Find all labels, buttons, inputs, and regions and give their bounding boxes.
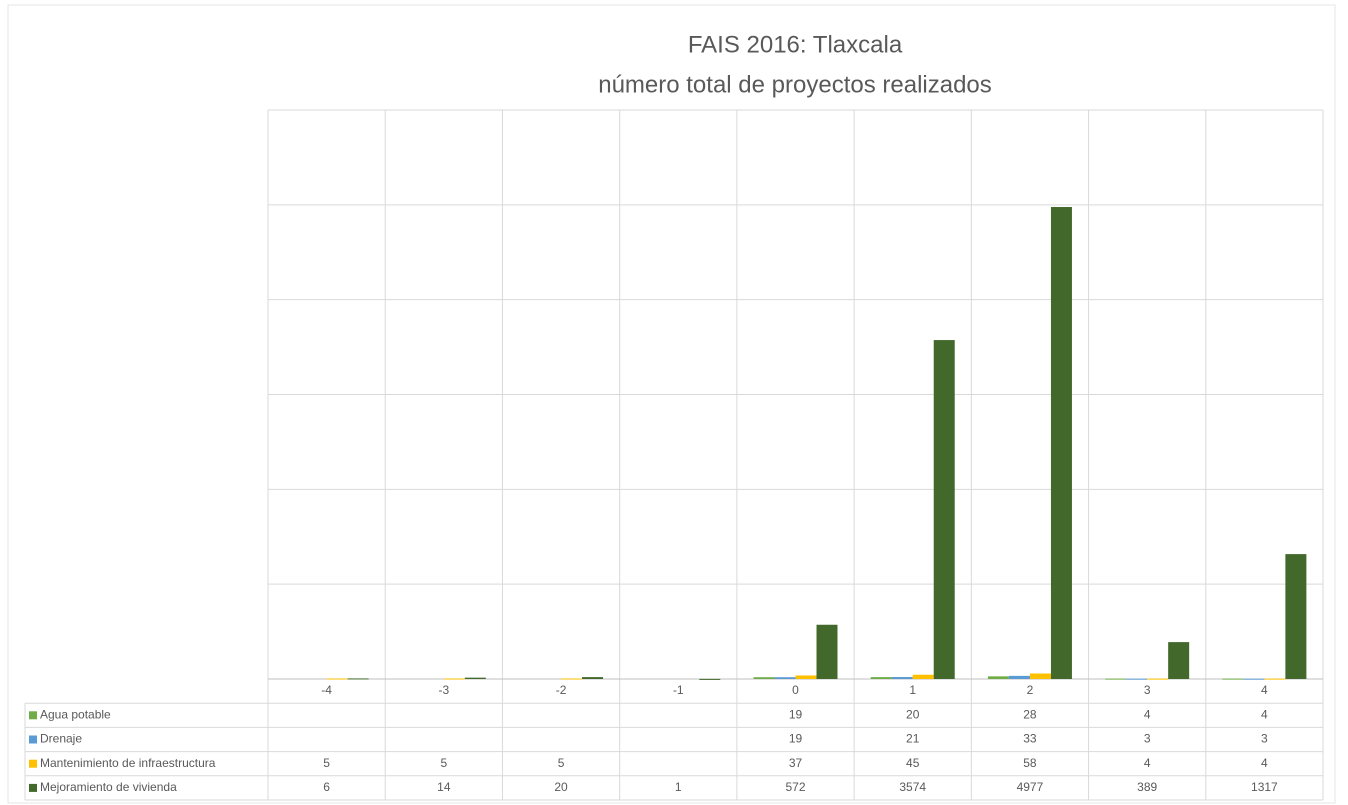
legend-key	[29, 735, 37, 744]
table-value: 5	[558, 756, 565, 770]
table-value: 58	[1023, 756, 1037, 770]
bar	[753, 677, 775, 679]
table-value: 33	[1023, 732, 1037, 746]
table-value: 19	[789, 707, 803, 721]
bar	[891, 677, 913, 679]
bar	[1105, 678, 1127, 680]
legend-key	[29, 783, 37, 792]
table-value: 3	[1144, 732, 1151, 746]
legend-label: Mejoramiento de vivienda	[40, 780, 177, 794]
bar	[1147, 678, 1169, 680]
x-tick-label: 3	[1144, 683, 1151, 697]
x-tick-label: -4	[321, 683, 332, 697]
table-value: 3574	[899, 780, 926, 794]
legend-key	[29, 759, 37, 768]
bar	[912, 674, 934, 679]
table-value: 19	[789, 732, 803, 746]
bar	[699, 678, 721, 680]
bar	[464, 677, 486, 679]
table-value: 5	[323, 756, 330, 770]
bar	[1243, 678, 1265, 680]
x-tick-label: -1	[673, 683, 684, 697]
chart-subtitle: número total de proyectos realizados	[598, 71, 992, 98]
table-value: 37	[789, 756, 803, 770]
bar	[795, 675, 817, 679]
bar	[774, 677, 796, 679]
x-tick-label: -3	[438, 683, 449, 697]
bar	[1050, 207, 1072, 679]
table-value: 4	[1261, 707, 1268, 721]
table-value: 3	[1261, 732, 1268, 746]
table-value: 20	[554, 780, 568, 794]
legend-label: Drenaje	[40, 732, 82, 746]
table-value: 389	[1137, 780, 1157, 794]
bar	[1008, 675, 1030, 679]
legend-label: Mantenimiento de infraestructura	[40, 756, 216, 770]
table-value: 1317	[1251, 780, 1278, 794]
x-tick-label: 0	[792, 683, 799, 697]
bar	[347, 678, 369, 680]
x-tick-label: 4	[1261, 683, 1268, 697]
table-value: 5	[440, 756, 447, 770]
bar	[1264, 678, 1286, 680]
table-value: 1	[675, 780, 682, 794]
table-value: 28	[1023, 707, 1037, 721]
table-value: 4	[1261, 756, 1268, 770]
table-value: 4977	[1017, 780, 1044, 794]
bar	[1029, 673, 1051, 679]
table-value: 20	[906, 707, 920, 721]
bar	[1285, 554, 1307, 679]
bar	[933, 340, 955, 679]
table-value: 21	[906, 732, 920, 746]
table-value: 4	[1144, 756, 1151, 770]
x-tick-label: -2	[556, 683, 567, 697]
bar	[561, 678, 583, 680]
bar	[987, 676, 1009, 679]
bar	[1222, 678, 1244, 680]
table-value: 6	[323, 780, 330, 794]
bar	[816, 624, 838, 679]
bar	[1126, 678, 1148, 680]
table-value: 572	[785, 780, 805, 794]
legend-key	[29, 711, 37, 720]
legend-label: Agua potable	[40, 707, 111, 721]
bar	[870, 677, 892, 679]
chart-area	[7, 4, 1336, 804]
x-tick-label: 1	[909, 683, 916, 697]
x-tick-label: 2	[1027, 683, 1034, 697]
table-value: 45	[906, 756, 920, 770]
table-value: 14	[437, 780, 451, 794]
bar	[582, 677, 604, 679]
bar	[1168, 642, 1190, 679]
bar	[443, 678, 465, 680]
table-value: 4	[1144, 707, 1151, 721]
chart-title: FAIS 2016: Tlaxcala	[688, 31, 903, 58]
bar	[326, 678, 348, 680]
